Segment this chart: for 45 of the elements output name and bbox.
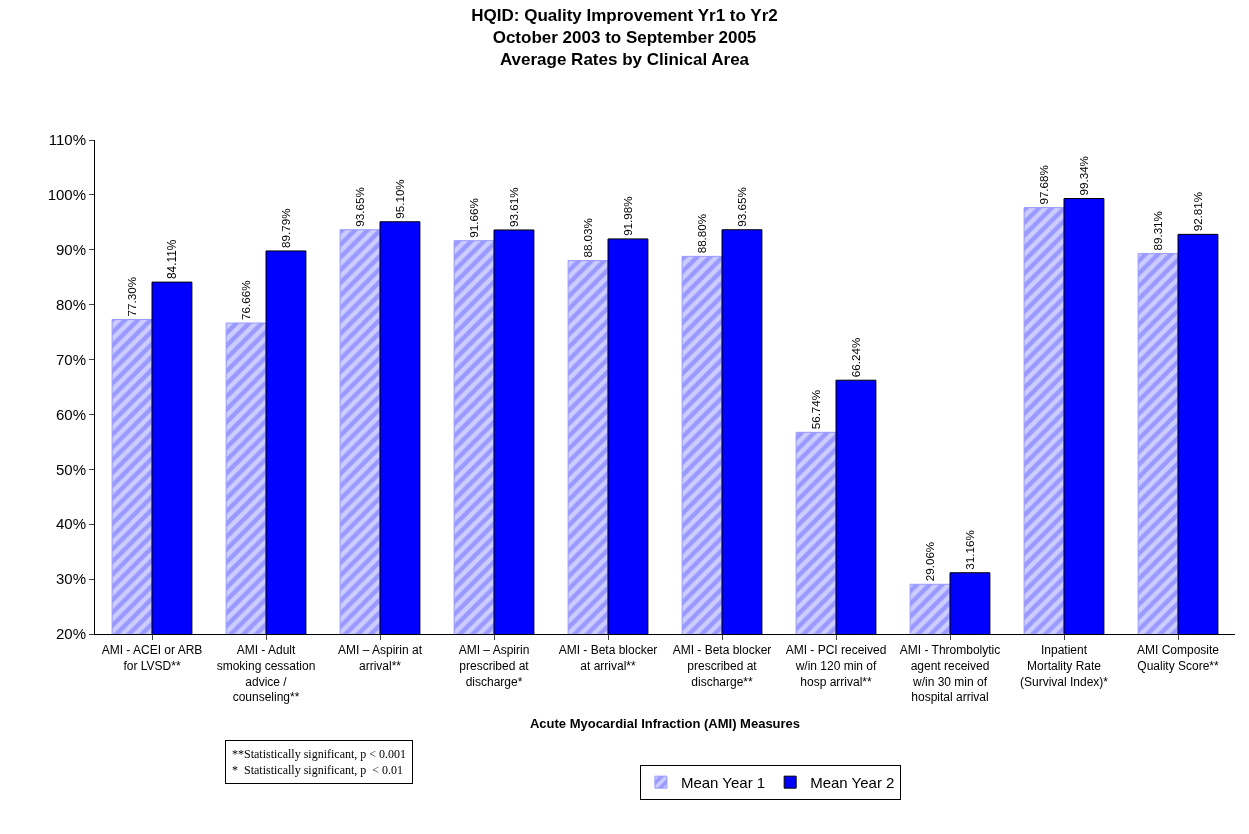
y-tick-label: 80% — [55, 295, 86, 313]
data-label: 91.66% — [467, 198, 481, 238]
data-label: 29.06% — [923, 541, 937, 582]
data-label: 97.68% — [1037, 165, 1051, 205]
y-tick-label: 40% — [55, 515, 86, 533]
data-label: 93.65% — [734, 187, 748, 227]
x-tick-label: AMI - Beta blocker at arrival** — [558, 643, 658, 673]
data-label: 77.30% — [125, 277, 139, 317]
x-tick-label: AMI - ACEI or ARB for LVSD** — [101, 643, 203, 673]
data-label: 91.98% — [620, 196, 634, 236]
data-label: 92.81% — [1190, 191, 1204, 232]
data-label: 88.80% — [695, 213, 709, 254]
data-label: 89.31% — [1151, 211, 1165, 251]
text: Mean Year 1 — [680, 774, 766, 792]
data-label: 84.11% — [165, 239, 180, 280]
x-tick-label: AMI - PCI received w/in 120 min of hosp arrival** — [785, 643, 887, 689]
data-label: 66.24% — [848, 337, 862, 378]
data-label: 56.74% — [809, 389, 823, 430]
data-label: 31.16% — [962, 530, 976, 570]
chart-title: HQID: Quality Improvement Yr1 to Yr2 October 2003 to September 2005 Average Rates by Clinical Area — [471, 5, 778, 70]
data-label: 93.61% — [506, 187, 520, 227]
y-tick-label: 110% — [48, 131, 86, 149]
data-label: 88.03% — [581, 218, 595, 258]
text: **Statistically significant, p < 0.001 * Statistically significant, p < 0.01 — [232, 747, 407, 777]
x-tick-label: AMI - Beta blocker prescribed at discharge** — [672, 643, 772, 689]
data-label: 89.79% — [278, 208, 292, 248]
y-tick-label: 70% — [55, 350, 86, 368]
x-tick-label: AMI - Thrombolytic agent received w/in 30 min of hospital arrival — [899, 643, 1001, 705]
legend-label: Mean Year 2 — [810, 774, 895, 792]
y-tick-label: 60% — [55, 405, 86, 423]
x-axis-title: Acute Myocardial Infraction (AMI) Measures — [529, 715, 801, 731]
data-label: 93.65% — [353, 187, 367, 227]
data-label: 76.66% — [239, 280, 253, 320]
y-tick-label: 20% — [55, 625, 86, 643]
x-tick-label: AMI Composite Quality Score** — [1136, 643, 1220, 673]
y-tick-label: 100% — [47, 186, 86, 204]
y-tick-label: 50% — [55, 460, 86, 478]
x-tick-label: AMI - Adult smoking cessation advice / counseling** — [216, 643, 316, 705]
y-tick-label: 30% — [55, 570, 86, 588]
data-label: 95.10% — [392, 179, 406, 219]
x-tick-label: Inpatient Mortality Rate (Survival Index)* — [1019, 643, 1109, 689]
data-label: 99.34% — [1076, 156, 1090, 196]
y-tick-label: 90% — [55, 241, 86, 259]
x-tick-label: AMI – Aspirin prescribed at discharge* — [458, 643, 530, 689]
x-tick-label: AMI – Aspirin at arrival** — [337, 643, 423, 673]
